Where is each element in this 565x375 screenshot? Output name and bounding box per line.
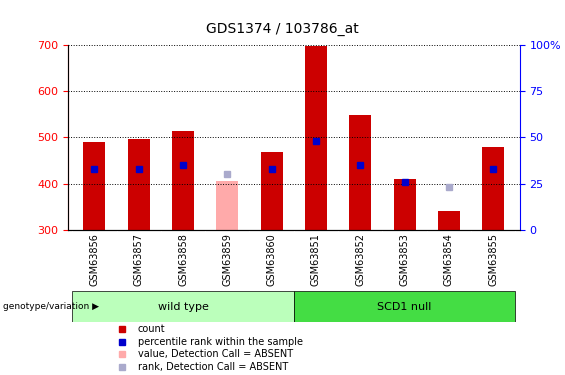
Text: GSM63853: GSM63853 (399, 233, 410, 286)
Text: GSM63859: GSM63859 (223, 233, 232, 286)
Text: GSM63855: GSM63855 (488, 233, 498, 286)
Text: GSM63856: GSM63856 (89, 233, 99, 286)
Text: genotype/variation ▶: genotype/variation ▶ (3, 302, 99, 311)
Bar (172, 130, 194, 230)
Text: GSM63854: GSM63854 (444, 233, 454, 286)
Text: GSM63852: GSM63852 (355, 233, 365, 286)
Text: SCD1 null: SCD1 null (377, 302, 432, 312)
Bar (305, 46, 327, 230)
Text: rank, Detection Call = ABSENT: rank, Detection Call = ABSENT (138, 362, 288, 372)
Bar (294, 291, 515, 322)
Bar (72, 291, 294, 322)
Bar (393, 179, 416, 230)
Text: percentile rank within the sample: percentile rank within the sample (138, 337, 303, 347)
Text: GSM63851: GSM63851 (311, 233, 321, 286)
Bar (83, 142, 106, 230)
Text: value, Detection Call = ABSENT: value, Detection Call = ABSENT (138, 350, 293, 359)
Text: GSM63857: GSM63857 (134, 233, 144, 286)
Bar (438, 211, 460, 230)
Bar (128, 139, 150, 230)
Text: GSM63860: GSM63860 (267, 233, 277, 286)
Text: wild type: wild type (158, 302, 208, 312)
Bar (260, 152, 282, 230)
Text: count: count (138, 324, 166, 334)
Bar (216, 182, 238, 230)
Bar (482, 147, 505, 230)
Text: GDS1374 / 103786_at: GDS1374 / 103786_at (206, 22, 359, 36)
Bar (349, 115, 371, 230)
Text: GSM63858: GSM63858 (178, 233, 188, 286)
